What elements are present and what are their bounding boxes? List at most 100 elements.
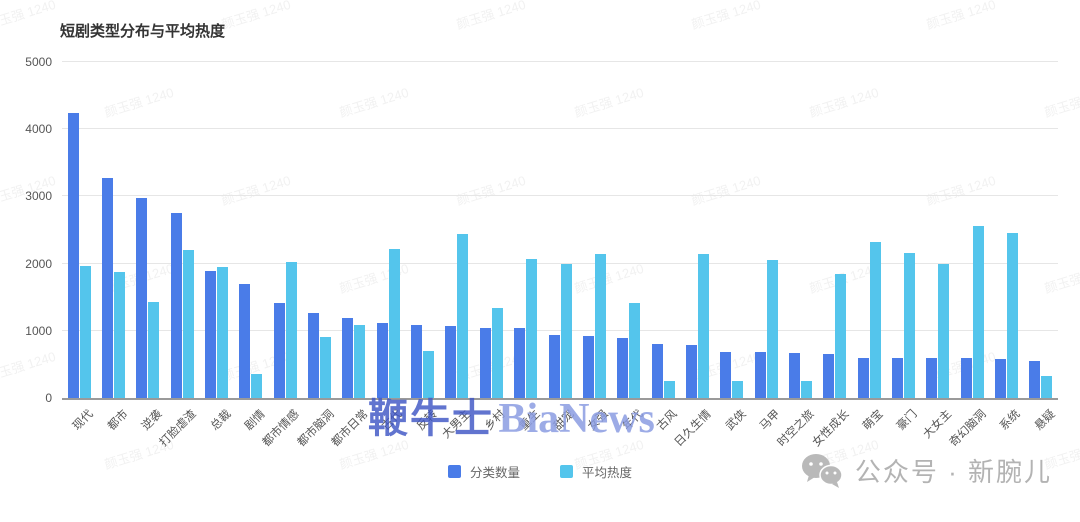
count-bar[interactable]	[376, 322, 388, 398]
count-bar[interactable]	[823, 353, 835, 398]
count-bar[interactable]	[960, 357, 972, 398]
heat-bar[interactable]	[697, 254, 709, 398]
heat-bar[interactable]	[663, 381, 675, 398]
count-bar[interactable]	[239, 283, 251, 398]
count-bar[interactable]	[514, 328, 526, 398]
heat-bar[interactable]	[79, 266, 91, 398]
x-axis-label: 时空之旅	[776, 408, 818, 450]
count-bar[interactable]	[685, 344, 697, 398]
count-bar[interactable]	[479, 328, 491, 398]
heat-bar[interactable]	[320, 336, 332, 398]
heat-bar[interactable]	[629, 303, 641, 398]
count-bar[interactable]	[205, 271, 217, 398]
heat-bar[interactable]	[800, 381, 812, 398]
count-bar[interactable]	[102, 178, 114, 398]
count-bar[interactable]	[445, 326, 457, 398]
count-bar[interactable]	[273, 303, 285, 398]
count-bar[interactable]	[857, 357, 869, 398]
heat-bar[interactable]	[903, 252, 915, 398]
heat-bar[interactable]	[423, 350, 435, 398]
legend-label: 平均热度	[582, 466, 633, 480]
x-axis-label: 古风	[654, 408, 680, 433]
heat-bar[interactable]	[732, 381, 744, 398]
heat-bar[interactable]	[491, 307, 503, 398]
heat-bar[interactable]	[354, 324, 366, 398]
y-axis-label: 5000	[25, 55, 52, 69]
count-bar[interactable]	[720, 351, 732, 398]
heat-bar[interactable]	[560, 263, 572, 398]
gridline	[62, 262, 1058, 264]
count-bar[interactable]	[548, 334, 560, 398]
x-axis-label: 都市日常	[329, 408, 371, 450]
y-axis-label: 2000	[25, 256, 52, 271]
legend-swatch	[447, 465, 461, 478]
plot-area	[62, 61, 1058, 400]
count-bar[interactable]	[994, 359, 1006, 398]
tiled-watermark: 颜玉强 1240	[219, 0, 293, 33]
legend-item-heat[interactable]: 平均热度	[560, 462, 632, 481]
wechat-brand: 公众号 · 新腕儿	[801, 452, 1052, 489]
x-axis-label: 悬疑	[1032, 408, 1058, 433]
tiled-watermark: 颜玉强 1240	[0, 348, 58, 385]
count-bar[interactable]	[342, 318, 354, 398]
x-axis-label: 系统	[998, 408, 1024, 433]
heat-bar[interactable]	[217, 266, 229, 398]
x-axis-label: 打脸虐渣	[157, 408, 199, 450]
count-bar[interactable]	[170, 212, 182, 398]
tiled-watermark: 颜玉强 1240	[924, 0, 998, 33]
y-axis-label: 1000	[25, 323, 52, 338]
heat-bar[interactable]	[594, 254, 606, 398]
heat-bar[interactable]	[1041, 375, 1053, 398]
count-bar[interactable]	[651, 344, 663, 398]
tiled-watermark: 颜玉强 1240	[689, 0, 763, 33]
heat-bar[interactable]	[938, 263, 950, 398]
count-bar[interactable]	[926, 357, 938, 398]
heat-bar[interactable]	[526, 258, 538, 398]
wechat-icon	[801, 453, 843, 488]
x-axis-label: 都市	[105, 408, 131, 433]
heat-bar[interactable]	[835, 274, 847, 398]
count-bar[interactable]	[411, 324, 423, 398]
heat-bar[interactable]	[1006, 233, 1018, 398]
x-axis-label: 武侠	[723, 408, 749, 433]
count-bar[interactable]	[891, 357, 903, 398]
x-axis-label: 日久生情	[672, 408, 714, 450]
count-bar[interactable]	[1029, 361, 1041, 398]
heat-bar[interactable]	[148, 301, 160, 398]
heat-bar[interactable]	[182, 249, 194, 398]
legend-label: 分类数量	[469, 466, 520, 480]
x-axis-label: 女性成长	[810, 408, 852, 450]
heat-bar[interactable]	[388, 248, 400, 398]
heat-bar[interactable]	[972, 225, 984, 398]
tiled-watermark: 颜玉强 1240	[0, 0, 58, 33]
y-axis-label: 3000	[25, 189, 52, 204]
x-axis-label: 反转	[414, 408, 440, 433]
x-axis-label: 乡村	[483, 408, 508, 433]
count-bar[interactable]	[582, 336, 594, 398]
count-bar[interactable]	[308, 312, 320, 398]
x-axis-label: 奇幻脑洞	[947, 408, 989, 450]
x-axis-label: 逆袭	[139, 408, 165, 433]
x-axis-label: 萌宝	[860, 408, 886, 433]
heat-bar[interactable]	[457, 234, 469, 398]
heat-bar[interactable]	[766, 260, 778, 398]
count-bar[interactable]	[67, 113, 79, 398]
heat-bar[interactable]	[285, 262, 297, 398]
x-axis-label: 剧情	[242, 408, 268, 433]
x-axis-label: 女强	[586, 408, 611, 433]
wechat-label: 公众号 · 新腕儿	[854, 457, 1052, 487]
count-bar[interactable]	[788, 352, 800, 398]
count-bar[interactable]	[754, 352, 766, 398]
x-axis-label: 现代	[71, 408, 96, 433]
x-axis-label: 马甲	[757, 408, 783, 433]
heat-bar[interactable]	[869, 242, 881, 398]
heat-bar[interactable]	[251, 373, 263, 398]
count-bar[interactable]	[136, 197, 148, 398]
count-bar[interactable]	[617, 338, 629, 398]
x-axis-label: 总裁	[208, 408, 234, 433]
gridline	[62, 195, 1058, 197]
legend-item-count[interactable]: 分类数量	[447, 462, 520, 481]
heat-bar[interactable]	[114, 272, 126, 398]
x-axis-label: 豪门	[895, 408, 921, 433]
x-axis-label: 甜宠	[551, 408, 577, 433]
